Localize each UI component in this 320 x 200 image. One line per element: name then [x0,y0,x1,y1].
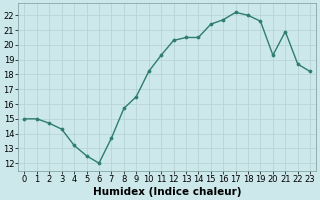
X-axis label: Humidex (Indice chaleur): Humidex (Indice chaleur) [93,187,242,197]
